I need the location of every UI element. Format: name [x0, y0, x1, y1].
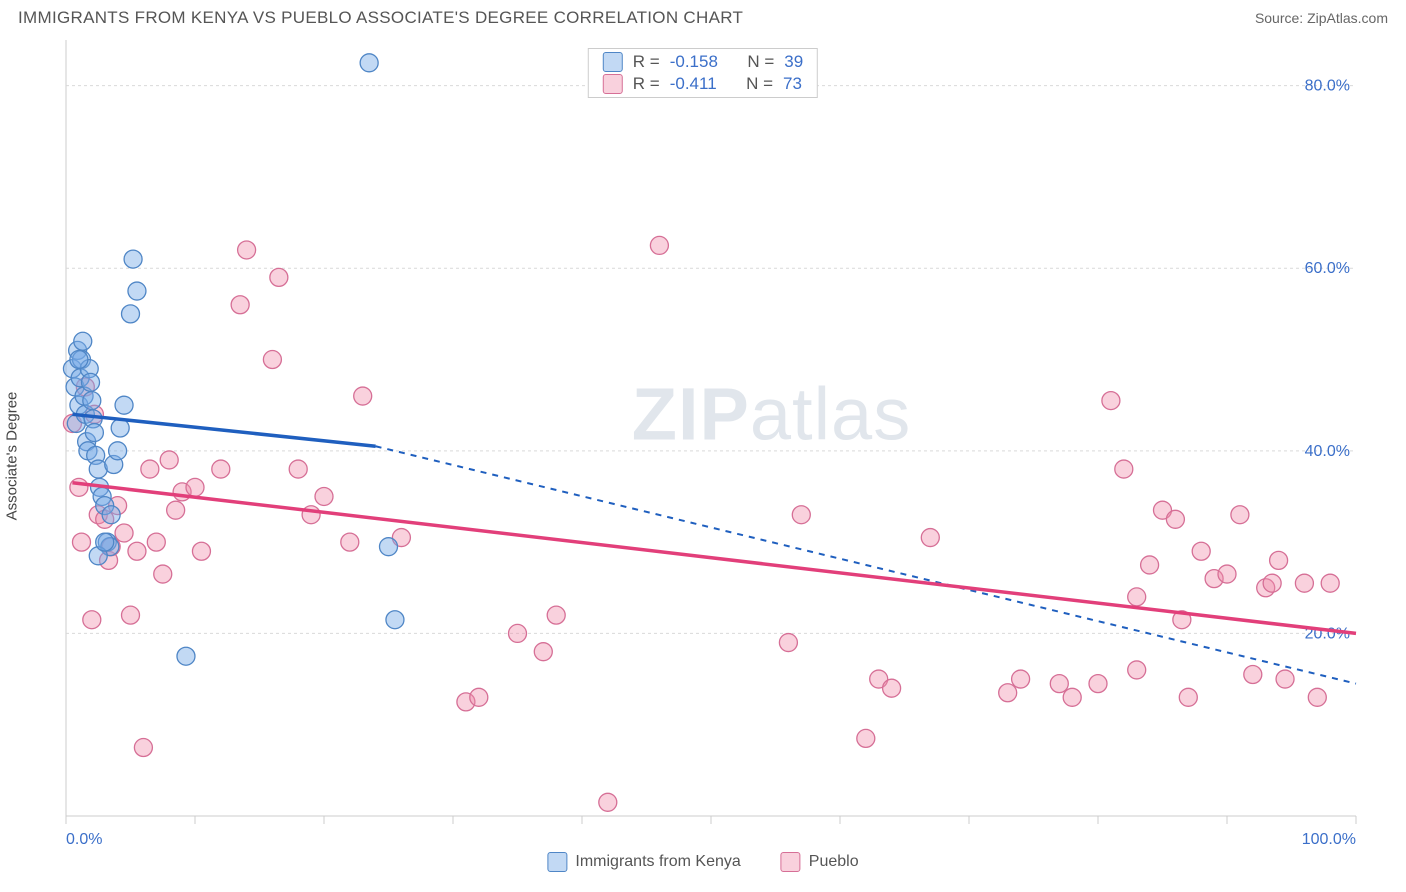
- n-value: 73: [783, 74, 802, 94]
- svg-text:0.0%: 0.0%: [66, 831, 102, 848]
- swatch-pueblo: [603, 74, 623, 94]
- stats-legend: R = -0.158 N = 39 R = -0.411 N = 73: [588, 48, 818, 98]
- n-label: N =: [747, 52, 774, 72]
- source-credit: Source: ZipAtlas.com: [1255, 10, 1388, 26]
- legend-swatch-pueblo: [781, 852, 801, 872]
- scatter-chart: 20.0%40.0%60.0%80.0%0.0%100.0%: [18, 40, 1388, 872]
- chart-container: Associate's Degree 20.0%40.0%60.0%80.0%0…: [18, 40, 1388, 872]
- r-value: -0.158: [670, 52, 718, 72]
- source-prefix: Source:: [1255, 10, 1307, 26]
- svg-text:60.0%: 60.0%: [1305, 260, 1350, 277]
- n-value: 39: [784, 52, 803, 72]
- r-value: -0.411: [670, 74, 717, 94]
- svg-text:40.0%: 40.0%: [1305, 443, 1350, 460]
- legend-label: Pueblo: [809, 853, 859, 871]
- svg-text:80.0%: 80.0%: [1305, 78, 1350, 95]
- stats-row-pueblo: R = -0.411 N = 73: [589, 73, 817, 95]
- svg-text:100.0%: 100.0%: [1302, 831, 1356, 848]
- legend-swatch-kenya: [547, 852, 567, 872]
- legend-item-kenya: Immigrants from Kenya: [547, 852, 740, 872]
- legend-label: Immigrants from Kenya: [575, 853, 740, 871]
- page-title: IMMIGRANTS FROM KENYA VS PUEBLO ASSOCIAT…: [18, 8, 743, 28]
- series-legend: Immigrants from Kenya Pueblo: [547, 852, 858, 872]
- swatch-kenya: [603, 52, 623, 72]
- n-label: N =: [746, 74, 773, 94]
- stats-row-kenya: R = -0.158 N = 39: [589, 51, 817, 73]
- r-label: R =: [633, 52, 660, 72]
- r-label: R =: [633, 74, 660, 94]
- source-link[interactable]: ZipAtlas.com: [1307, 10, 1388, 26]
- y-axis-label: Associate's Degree: [4, 392, 21, 521]
- legend-item-pueblo: Pueblo: [781, 852, 859, 872]
